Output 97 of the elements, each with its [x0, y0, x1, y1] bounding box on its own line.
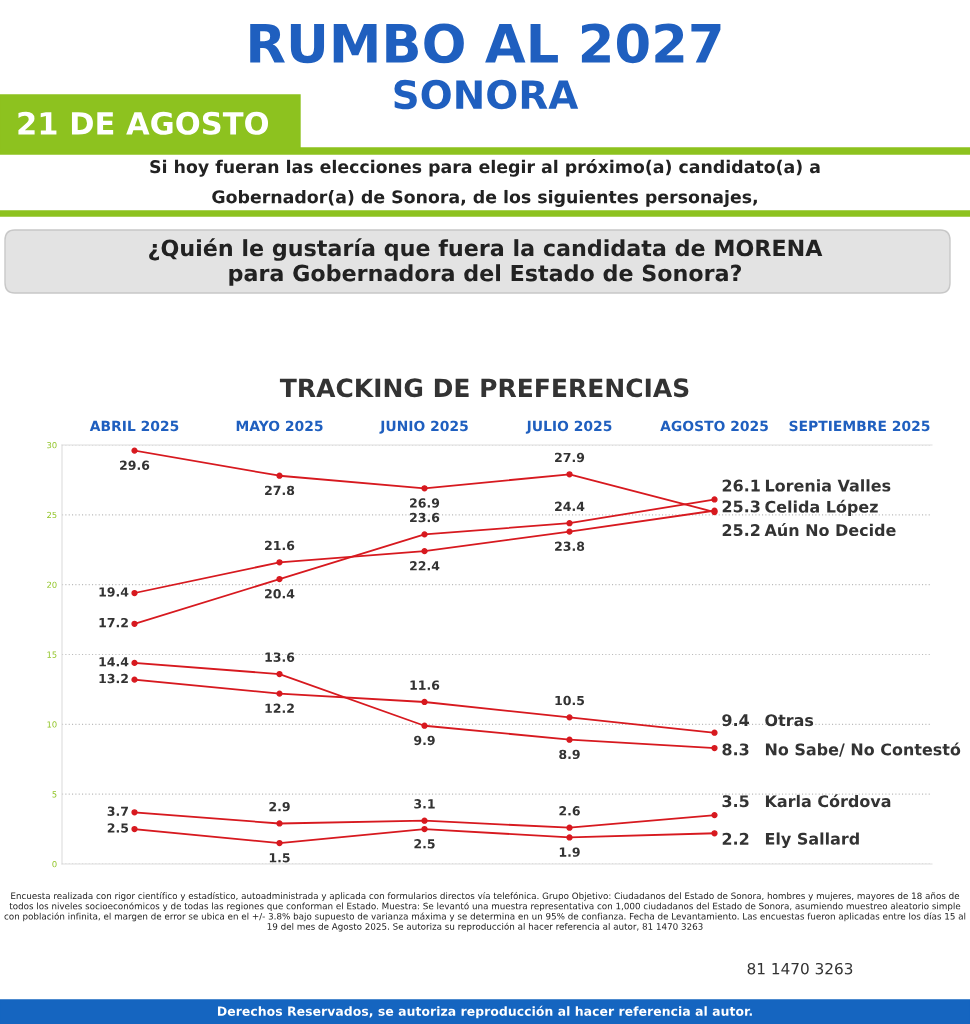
text: Encuesta realizada con rigor científico y estadístico, autoadministrada y aplicada con formularios directos vía telefónica. Grupo Objetivo: Ciudadanos del Estado de Sonora, hombres y mujeres, mayores de 18 años de todos los niveles socioeconómicos y de todas las regiones que conforman el Estado. Muestra: Se levantó una muestra representativa con 1,000 ciudadanos del Estado de Sonora, asumiendo muestreo aleatorio simple con población infinita, el margen de error se ubica en el +/- 3.8% bajo supuesto de varianza máxima y se determina en un 95% de confianza. Fecha de Levantamiento. Las encuestas fueron aplicadas entre los días 15 al 19 del mes de Agosto 2025. Se autoriza su reproducción al hacer referencia al autor, 81 1470 3263 [4, 892, 966, 932]
data-label: 20.4 [265, 589, 295, 599]
data-label: 19.4 [99, 587, 129, 597]
chart-title: RUMBO AL 2027 [250, 23, 721, 64]
data-label: 10.5 [555, 695, 585, 706]
point [131, 825, 138, 833]
data-label: 8.9 [559, 749, 580, 760]
data-label: 24.4 [555, 501, 585, 511]
point [131, 676, 138, 683]
point [421, 817, 428, 824]
data-label: 2.6 [559, 806, 580, 816]
x-tick-label: AGOSTO 2025 [660, 420, 768, 432]
y-tick-label: 5 [52, 791, 57, 798]
point [131, 659, 138, 667]
point [566, 736, 573, 743]
chart-subtitle: SONORA [394, 79, 579, 110]
point [276, 559, 283, 566]
data-label: 23.8 [555, 541, 585, 551]
text: Si hoy fueran las elecciones para elegir al próximo(a) candidato(a) a Gobernador(a) de Sonora, de los siguientes personajes, [150, 159, 820, 207]
text: Lorenia Valles [765, 479, 891, 492]
data-label: 9.9 [414, 735, 435, 746]
text: 21 DE AGOSTO [18, 111, 269, 135]
y-tick-label: 0 [52, 860, 57, 868]
point [276, 690, 283, 697]
data-label: 27.9 [555, 452, 585, 463]
text: TRACKING DE PREFERENCIAS [279, 378, 689, 398]
point [131, 809, 138, 816]
data-label: 1.9 [559, 847, 580, 857]
point [421, 722, 428, 729]
point [276, 472, 283, 479]
text: No Sabe/ No Contestó [765, 742, 961, 757]
point [276, 839, 283, 847]
point [566, 471, 573, 478]
data-label: 25.3 [722, 500, 760, 513]
x-tick-label: JUNIO 2025 [379, 420, 468, 434]
y-tick-label: 10 [47, 721, 57, 728]
text: Celida López [765, 499, 878, 516]
data-label: 13.6 [265, 652, 295, 662]
text: Aún No Decide [764, 523, 896, 537]
point [276, 575, 283, 583]
point [421, 548, 428, 555]
point [566, 528, 573, 535]
data-label: 22.4 [410, 561, 440, 571]
data-label: 17.2 [99, 617, 128, 628]
point [131, 447, 138, 454]
data-label: 9.4 [722, 714, 749, 727]
data-label: 11.6 [410, 680, 440, 690]
x-tick-label: MAYO 2025 [236, 420, 323, 432]
point [711, 496, 718, 503]
data-label: 2.5 [107, 823, 129, 833]
data-label: 23.6 [410, 512, 440, 523]
y-tick-label: 25 [47, 511, 57, 519]
y-tick-label: 15 [47, 651, 57, 658]
point [566, 834, 573, 841]
data-label: 12.2 [265, 703, 294, 713]
data-label: 8.3 [722, 743, 749, 756]
data-label: 2.5 [414, 839, 435, 849]
x-tick-label: JULIO 2025 [525, 420, 612, 434]
data-label: 25.2 [722, 524, 760, 537]
point [711, 744, 718, 752]
data-label: 2.2 [722, 832, 749, 845]
point [131, 620, 138, 627]
data-label: 27.8 [265, 485, 295, 496]
x-tick-label: SEPTIEMBRE 2025 [789, 420, 930, 432]
text: Ely Sallard [765, 832, 859, 849]
x-tick-label: ABRIL 2025 [89, 420, 179, 432]
data-label: 14.4 [99, 657, 129, 667]
text: 81 1470 3263 [747, 962, 853, 975]
point [711, 729, 718, 736]
point [421, 825, 428, 833]
point [276, 670, 283, 678]
point [566, 824, 573, 831]
data-label: 21.6 [265, 540, 295, 551]
data-label: 29.6 [120, 460, 150, 470]
y-tick-label: 20 [47, 581, 57, 588]
text: Derechos Reservados, se autoriza reproducción al hacer referencia al autor. [217, 1005, 752, 1019]
point [276, 820, 283, 827]
y-tick-label: 30 [47, 441, 57, 449]
point [566, 520, 573, 527]
point [566, 714, 573, 721]
data-label: 3.1 [414, 799, 435, 809]
data-label: 1.5 [269, 853, 290, 863]
data-label: 2.9 [269, 801, 290, 812]
point [421, 485, 428, 492]
data-label: 3.5 [722, 795, 749, 808]
text: Otras [765, 714, 814, 727]
point [711, 830, 718, 837]
point [421, 698, 428, 706]
data-label: 26.9 [410, 498, 440, 508]
data-label: 13.2 [99, 673, 128, 684]
data-label: 3.7 [107, 806, 128, 816]
text: Karla Córdova [765, 794, 891, 808]
text: ¿Quién le gustaría que fuera la candidata de MORENA para Gobernadora del Estado de Sonora? [149, 238, 823, 286]
data-label: 26.1 [722, 479, 760, 492]
point [711, 811, 718, 819]
point [421, 531, 428, 538]
point [131, 589, 138, 597]
